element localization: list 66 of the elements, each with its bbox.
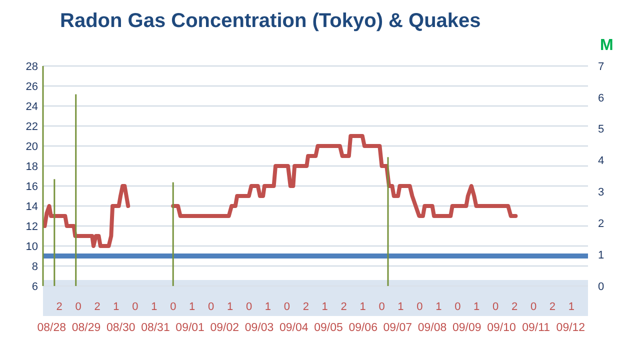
x-tick-label: 09/10: [487, 322, 516, 334]
text: 2: [94, 301, 100, 313]
text: 0: [246, 301, 252, 313]
y-tick-label: 26: [26, 80, 38, 93]
text: 1: [474, 301, 480, 313]
text: 0: [416, 301, 423, 313]
x-tick-label: 08/29: [72, 322, 101, 334]
x-tick-label: 09/06: [348, 322, 378, 334]
y2-axis-title: M: [600, 37, 614, 54]
text: 2: [340, 301, 347, 313]
text: 1: [322, 301, 328, 313]
y2-tick-label: 7: [598, 60, 604, 73]
y-tick-label: 16: [26, 180, 38, 193]
text: 0: [492, 301, 499, 313]
text: 0: [530, 301, 537, 313]
text: 1: [360, 301, 366, 313]
x-tick-label: 09/08: [418, 322, 447, 334]
x-tick-label: 09/02: [210, 322, 240, 334]
x-tick-label: 09/07: [383, 322, 412, 334]
x-tick-label: 09/01: [176, 322, 204, 334]
y-tick-label: 10: [26, 240, 38, 253]
y2-tick-label: 5: [598, 124, 604, 136]
text: 2: [302, 301, 309, 313]
text: 1: [226, 301, 234, 313]
y-tick-label: 20: [26, 140, 38, 153]
text: 0: [132, 301, 138, 313]
y-tick-label: 18: [26, 160, 38, 173]
y2-tick-label: 2: [598, 218, 604, 230]
text: 2: [56, 301, 62, 313]
text: 1: [398, 301, 404, 313]
x-tick-label: 09/04: [279, 322, 309, 334]
chart-title: Radon Gas Concentration (Tokyo) & Quakes: [60, 10, 481, 32]
text: 0: [170, 301, 176, 313]
x-tick-label: 08/28: [37, 322, 66, 334]
text: 1: [151, 301, 158, 313]
y-tick-label: 22: [26, 120, 38, 133]
text: 2: [549, 301, 556, 313]
text: 1: [264, 301, 272, 313]
text: 0: [284, 301, 290, 313]
y-tick-label: 12: [26, 220, 38, 233]
y2-tick-label: 6: [598, 92, 604, 104]
y-tick-label: 8: [32, 260, 38, 273]
x-tick-label: 08/30: [106, 322, 136, 334]
x-tick-label: 09/11: [522, 322, 550, 334]
text: 1: [113, 301, 120, 313]
text: 1: [189, 301, 196, 313]
x-tick-label: 09/12: [556, 322, 586, 334]
y-tick-label: 28: [26, 60, 38, 73]
y2-tick-label: 4: [598, 155, 604, 168]
text: 0: [208, 301, 214, 313]
y-tick-label: 24: [26, 100, 38, 113]
text: 1: [568, 301, 574, 313]
text: 1: [436, 301, 442, 313]
y2-tick-label: 1: [598, 249, 604, 262]
y2-tick-label: 0: [598, 280, 604, 293]
x-tick-label: 09/05: [314, 322, 343, 334]
text: 2: [511, 301, 518, 313]
text: 0: [378, 301, 385, 313]
y-tick-label: 6: [32, 280, 38, 293]
text: 0: [454, 301, 461, 313]
x-tick-label: 09/03: [244, 322, 274, 334]
text: 0: [75, 301, 82, 313]
x-tick-label: 09/09: [452, 322, 482, 334]
y2-tick-label: 3: [598, 186, 604, 199]
y-tick-label: 14: [26, 200, 38, 213]
x-tick-label: 08/31: [141, 322, 170, 334]
